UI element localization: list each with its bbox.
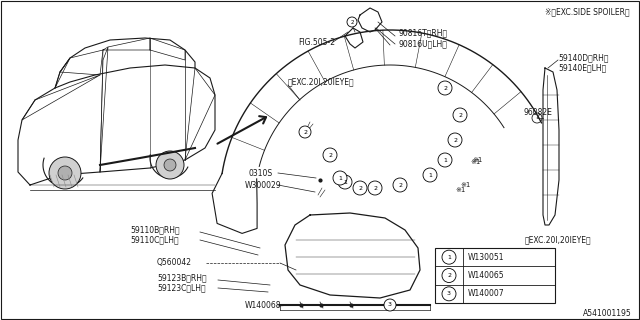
Circle shape xyxy=(384,299,396,311)
Text: 2: 2 xyxy=(373,186,377,190)
Text: 90816U＜LH＞: 90816U＜LH＞ xyxy=(398,39,447,49)
Text: Q560042: Q560042 xyxy=(157,259,192,268)
Circle shape xyxy=(338,175,352,189)
Text: W130051: W130051 xyxy=(468,253,504,262)
Circle shape xyxy=(393,178,407,192)
Circle shape xyxy=(442,250,456,264)
Circle shape xyxy=(438,81,452,95)
Circle shape xyxy=(423,168,437,182)
Text: 3: 3 xyxy=(388,302,392,308)
Text: W300029: W300029 xyxy=(245,180,282,189)
Circle shape xyxy=(299,126,311,138)
Text: 2: 2 xyxy=(328,153,332,157)
Text: 59123B＜RH＞: 59123B＜RH＞ xyxy=(157,274,207,283)
Circle shape xyxy=(49,157,81,189)
Text: W140068: W140068 xyxy=(245,301,282,310)
Text: 2: 2 xyxy=(453,138,457,142)
Text: 1: 1 xyxy=(443,157,447,163)
Text: 2: 2 xyxy=(443,85,447,91)
Text: ※＜EXC.SIDE SPOILER＞: ※＜EXC.SIDE SPOILER＞ xyxy=(545,7,630,17)
Text: 59110C＜LH＞: 59110C＜LH＞ xyxy=(130,236,179,244)
Text: 59123C＜LH＞: 59123C＜LH＞ xyxy=(157,284,205,292)
Text: ＜EXC.20I,20IEYE＞: ＜EXC.20I,20IEYE＞ xyxy=(525,236,591,244)
Circle shape xyxy=(453,108,467,122)
Text: ※1: ※1 xyxy=(470,159,481,165)
Text: A541001195: A541001195 xyxy=(583,309,632,318)
Text: 59140D＜RH＞: 59140D＜RH＞ xyxy=(558,53,609,62)
Circle shape xyxy=(442,268,456,283)
Circle shape xyxy=(58,166,72,180)
Circle shape xyxy=(164,159,176,171)
Text: ※1: ※1 xyxy=(455,187,465,193)
Text: 59110B＜RH＞: 59110B＜RH＞ xyxy=(130,226,180,235)
Text: 3: 3 xyxy=(447,291,451,296)
Text: 1: 1 xyxy=(428,172,432,178)
Circle shape xyxy=(442,287,456,301)
Circle shape xyxy=(347,17,357,27)
Text: 90816T＜RH＞: 90816T＜RH＞ xyxy=(398,28,447,37)
Text: FIG.505-2: FIG.505-2 xyxy=(298,37,335,46)
Text: 2: 2 xyxy=(458,113,462,117)
Text: W140007: W140007 xyxy=(468,289,504,298)
Text: W140065: W140065 xyxy=(468,271,504,280)
Text: 2: 2 xyxy=(350,20,354,25)
Text: 0310S: 0310S xyxy=(248,169,272,178)
Text: 2: 2 xyxy=(303,130,307,134)
Circle shape xyxy=(448,133,462,147)
Circle shape xyxy=(438,153,452,167)
Circle shape xyxy=(532,113,542,123)
Text: ＜EXC.20I,20IEYE＞: ＜EXC.20I,20IEYE＞ xyxy=(288,77,355,86)
Circle shape xyxy=(368,181,382,195)
Text: 96082E: 96082E xyxy=(523,108,552,116)
Circle shape xyxy=(156,151,184,179)
Circle shape xyxy=(323,148,337,162)
Text: 2: 2 xyxy=(447,273,451,278)
Circle shape xyxy=(333,171,347,185)
Text: 2: 2 xyxy=(398,182,402,188)
Bar xyxy=(435,248,555,303)
Text: 1: 1 xyxy=(338,175,342,180)
Circle shape xyxy=(353,181,367,195)
Text: ※1: ※1 xyxy=(472,157,483,163)
Text: ※1: ※1 xyxy=(460,182,470,188)
Text: 1: 1 xyxy=(447,255,451,260)
Text: 1: 1 xyxy=(343,180,347,185)
Text: 59140E＜LH＞: 59140E＜LH＞ xyxy=(558,63,606,73)
Text: 2: 2 xyxy=(358,186,362,190)
